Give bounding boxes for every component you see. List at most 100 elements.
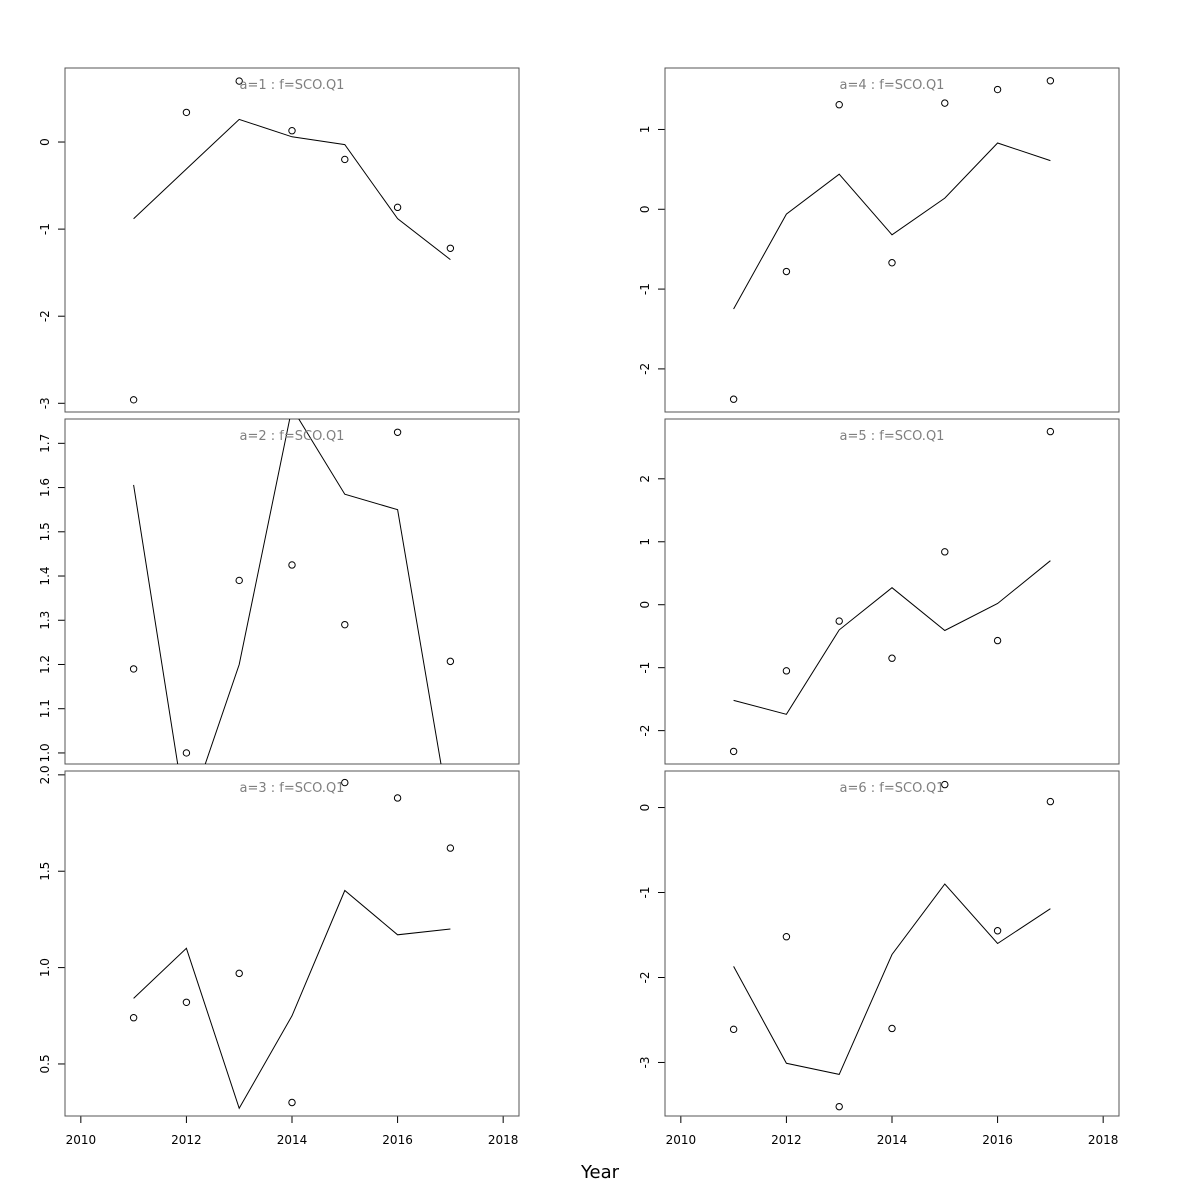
y-tick-label: -1 xyxy=(638,662,652,674)
panel-1: 0 -1 -2 -3 a=1 : f=SCO.Q1 xyxy=(38,67,520,413)
panel-3: 1.0 1.1 1.2 1.3 1.4 1.5 1.6 1.7 a=2 : f=SCO.Q1 xyxy=(38,418,520,765)
panel-2: 1 0 -1 -2 a=4 : f=SCO.Q1 xyxy=(638,67,1120,413)
observed-point xyxy=(182,108,191,117)
y-tick-label: 1.0 xyxy=(38,958,52,977)
observed-point xyxy=(1046,427,1055,436)
observed-point xyxy=(182,998,191,1006)
panel-title: a=5 : f=SCO.Q1 xyxy=(840,429,945,444)
observed-point xyxy=(888,259,896,267)
observed-point xyxy=(129,396,138,404)
panel-frame xyxy=(664,67,1120,413)
y-tick-label: -1 xyxy=(638,283,652,295)
observed-point xyxy=(129,1014,138,1022)
observed-point xyxy=(235,969,243,978)
observed-point xyxy=(993,85,1002,94)
observed-point xyxy=(941,99,949,107)
x-tick-label: 2012 xyxy=(171,1133,202,1147)
y-tick-label: 0.5 xyxy=(38,1054,52,1073)
x-tick-label: 2010 xyxy=(666,1133,697,1147)
x-tick-label: 2010 xyxy=(66,1133,97,1147)
x-tick-label: 2014 xyxy=(877,1133,908,1147)
y-tick-label: 1.5 xyxy=(38,522,52,541)
observed-point xyxy=(835,1102,843,1111)
panel-frame xyxy=(64,67,520,413)
y-tick-label: 2 xyxy=(638,475,652,483)
observed-point xyxy=(235,576,243,585)
y-tick-label: 1.2 xyxy=(38,655,52,674)
y-tick-label: 1.1 xyxy=(38,699,52,718)
panel-6: 0 -1 -2 -3 2010 2012 2014 2016 2018 a=6 : f=SCO.Q… xyxy=(638,770,1120,1147)
fitted-line xyxy=(733,883,1051,1075)
y-tick-label: 1.7 xyxy=(38,434,52,453)
observed-point xyxy=(341,778,349,787)
y-tick-label: 1.5 xyxy=(38,862,52,881)
observed-point xyxy=(288,1098,296,1107)
x-tick-label: 2016 xyxy=(382,1133,413,1147)
y-tick-label: -1 xyxy=(638,887,652,899)
y-tick-label: 1.3 xyxy=(38,611,52,630)
x-tick-label: 2018 xyxy=(488,1133,519,1147)
panel-title: a=6 : f=SCO.Q1 xyxy=(840,781,945,796)
observed-point xyxy=(782,933,791,941)
observed-point xyxy=(129,665,138,673)
x-tick-label: 2018 xyxy=(1088,1133,1119,1147)
x-axis-label: Year xyxy=(580,1162,620,1183)
panel-frame xyxy=(64,770,520,1117)
y-tick-label: 1 xyxy=(638,126,652,134)
observed-point xyxy=(888,1024,896,1033)
y-tick-label: 1.6 xyxy=(38,478,52,497)
fitted-line xyxy=(733,142,1051,310)
y-tick-label: 1.0 xyxy=(38,743,52,762)
panel-title: a=2 : f=SCO.Q1 xyxy=(240,429,345,444)
observed-point xyxy=(341,155,349,164)
observed-point xyxy=(182,749,191,757)
y-tick-label: 1 xyxy=(638,538,652,546)
y-tick-label: -2 xyxy=(38,310,52,322)
observed-point xyxy=(941,548,949,556)
y-tick-label: -1 xyxy=(38,223,52,235)
panel-title: a=1 : f=SCO.Q1 xyxy=(240,78,345,93)
observed-point xyxy=(1046,77,1055,85)
x-tick-label: 2014 xyxy=(277,1133,308,1147)
observed-point xyxy=(446,657,455,666)
observed-point xyxy=(888,654,896,662)
observed-point xyxy=(393,203,402,212)
y-tick-label: -2 xyxy=(638,363,652,375)
panel-frame xyxy=(664,770,1120,1117)
observed-point xyxy=(941,780,949,789)
panel-frame xyxy=(64,418,520,765)
observed-point xyxy=(1046,797,1055,806)
x-tick-label: 2012 xyxy=(771,1133,802,1147)
y-tick-label: 1.4 xyxy=(38,566,52,585)
y-tick-label: -2 xyxy=(638,725,652,737)
observed-point xyxy=(393,428,402,436)
observed-point xyxy=(446,844,455,852)
panel-title: a=3 : f=SCO.Q1 xyxy=(240,781,345,796)
fitted-line xyxy=(133,118,451,260)
panels-group: 0 -1 -2 -3 a=1 : f=SCO.Q1 1 0 -1 -2 a=4 : f=SCO.Q… xyxy=(38,67,1120,1147)
observed-point xyxy=(729,395,738,403)
observed-point xyxy=(288,127,296,135)
fitted-line xyxy=(133,419,442,764)
fitted-line xyxy=(133,889,451,1110)
y-tick-label: 0 xyxy=(38,138,52,146)
observed-point xyxy=(835,617,843,625)
observed-point xyxy=(782,667,791,675)
observed-point xyxy=(393,794,402,802)
fitted-line xyxy=(733,560,1051,715)
observed-point xyxy=(729,1025,738,1034)
panel-5: 2.0 1.5 1.0 0.5 2010 2012 2014 2016 2018 a=3 : f=… xyxy=(38,765,520,1147)
y-tick-label: 0 xyxy=(638,804,652,812)
y-tick-label: 0 xyxy=(638,205,652,213)
panel-4: 2 1 0 -1 -2 a=5 : f=SCO.Q1 xyxy=(638,418,1120,765)
observed-point xyxy=(993,927,1002,935)
observed-point xyxy=(341,620,349,629)
observed-point xyxy=(446,244,455,252)
y-tick-label: 2.0 xyxy=(38,765,52,784)
y-tick-label: 0 xyxy=(638,601,652,609)
observed-point xyxy=(729,747,738,756)
observed-point xyxy=(288,561,296,569)
y-tick-label: -2 xyxy=(638,972,652,984)
panel-frame xyxy=(664,418,1120,765)
